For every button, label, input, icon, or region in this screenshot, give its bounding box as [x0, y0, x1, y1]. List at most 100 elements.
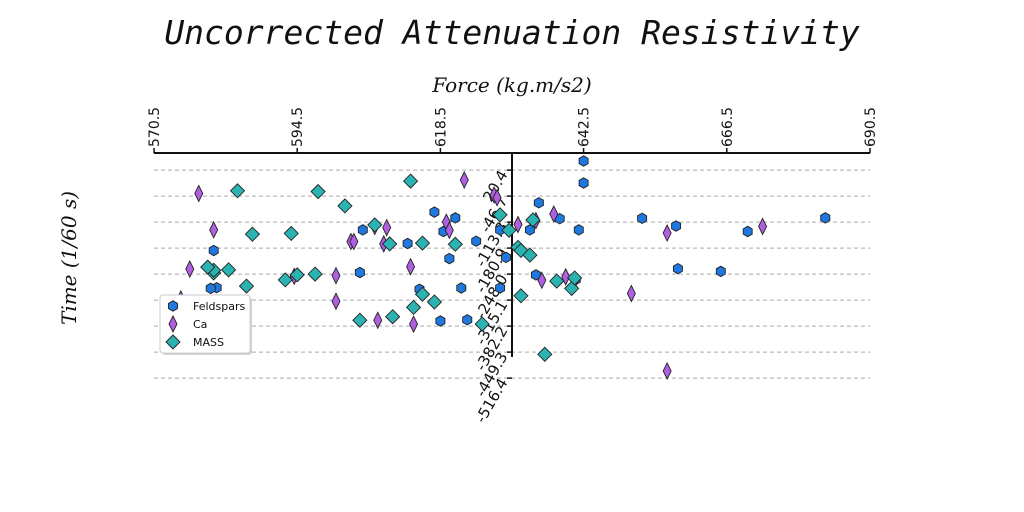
- legend-frame: [159, 294, 251, 354]
- point-1-3: [492, 188, 502, 207]
- point-0-18: [444, 252, 455, 265]
- point-0-23: [530, 269, 541, 281]
- point-1-22: [662, 224, 672, 243]
- point-2-10: [492, 207, 508, 223]
- point-2-29: [513, 288, 529, 304]
- point-0-25: [456, 282, 467, 294]
- point-0-2: [533, 197, 544, 209]
- point-0-11: [357, 224, 368, 236]
- point-0-14: [402, 237, 413, 250]
- point-2-2: [402, 173, 419, 189]
- point-1-19: [537, 271, 547, 290]
- point-2-6: [367, 217, 383, 233]
- point-0-7: [637, 212, 648, 225]
- point-1-9: [209, 220, 219, 239]
- series-2: [200, 173, 583, 362]
- point-2-4: [283, 225, 299, 242]
- legend-marker-0: [168, 300, 178, 312]
- point-1-0: [194, 184, 204, 203]
- legend-label-1: Ca: [193, 318, 207, 331]
- point-2-16: [307, 266, 323, 282]
- point-1-13: [349, 232, 359, 251]
- point-1-7: [444, 221, 454, 240]
- point-2-24: [414, 286, 431, 302]
- point-2-23: [238, 278, 255, 294]
- point-1-15: [406, 257, 416, 276]
- x-tick-labels: 570.5 594.5 618.5 642.5 666.5 690.5: [147, 107, 879, 147]
- point-1-27: [409, 315, 419, 334]
- point-2-11: [501, 222, 517, 238]
- point-0-0: [578, 155, 589, 167]
- legend-label-0: Feldspars: [193, 300, 246, 313]
- axes: [153, 148, 871, 379]
- point-2-33: [549, 273, 565, 289]
- point-2-22: [220, 262, 237, 278]
- point-1-20: [331, 266, 341, 285]
- y-axis-label: Time (1/60 s): [57, 191, 81, 325]
- x-tick-label-1: 594.5: [290, 107, 306, 147]
- point-2-0: [229, 183, 246, 199]
- point-2-17: [289, 267, 305, 283]
- point-0-6: [524, 224, 535, 236]
- point-1-11: [382, 218, 392, 237]
- point-2-27: [385, 309, 401, 325]
- point-0-4: [450, 212, 461, 224]
- legend: Feldspars Ca MASS: [159, 294, 252, 355]
- point-0-15: [501, 251, 511, 264]
- x-tick-label-4: 666.5: [720, 107, 736, 147]
- point-0-10: [573, 224, 584, 236]
- x-tick-label-3: 642.5: [577, 107, 593, 147]
- x-axis-label: Force (kg.m/s2): [431, 73, 591, 97]
- point-1-26: [373, 311, 383, 330]
- point-0-26: [495, 282, 506, 294]
- point-0-31: [462, 314, 473, 326]
- point-0-16: [208, 244, 219, 257]
- point-2-9: [525, 212, 541, 228]
- point-1-4: [549, 205, 559, 224]
- point-0-17: [672, 262, 683, 275]
- point-0-24: [354, 266, 365, 279]
- point-0-21: [820, 212, 831, 224]
- data-points: [176, 155, 831, 380]
- point-0-19: [715, 265, 726, 278]
- legend-marker-1: [168, 314, 178, 334]
- point-2-28: [352, 312, 368, 328]
- point-2-15: [522, 247, 538, 263]
- point-2-3: [337, 198, 353, 214]
- chart-title: Uncorrected Attenuation Resistivity: [164, 13, 860, 52]
- point-1-28: [662, 361, 672, 380]
- point-2-7: [382, 236, 398, 252]
- point-2-1: [310, 183, 326, 200]
- point-2-30: [537, 346, 553, 362]
- point-1-23: [758, 217, 768, 236]
- point-0-13: [471, 235, 482, 247]
- x-tick-label-5: 690.5: [863, 107, 879, 147]
- point-0-1: [578, 177, 589, 189]
- series-0: [205, 155, 831, 327]
- series-1: [176, 170, 768, 380]
- point-0-30: [435, 315, 446, 327]
- legend-marker-2: [165, 334, 181, 350]
- point-2-12: [447, 236, 463, 252]
- point-2-25: [426, 294, 443, 310]
- point-0-20: [742, 225, 753, 238]
- x-tick-label-2: 618.5: [433, 107, 449, 147]
- point-0-29: [205, 282, 216, 295]
- point-1-25: [331, 292, 341, 311]
- point-0-8: [671, 220, 682, 232]
- point-1-1: [459, 170, 469, 189]
- point-1-5: [513, 215, 523, 234]
- point-1-16: [185, 260, 195, 279]
- point-2-26: [405, 299, 422, 316]
- point-0-3: [429, 206, 440, 218]
- point-2-21: [200, 259, 216, 275]
- point-2-18: [277, 272, 293, 288]
- point-2-8: [414, 235, 431, 251]
- point-2-34: [474, 316, 490, 332]
- x-tick-label-0: 570.5: [147, 107, 163, 147]
- point-2-5: [244, 226, 261, 242]
- point-1-21: [626, 284, 636, 303]
- point-2-32: [567, 270, 583, 286]
- legend-label-2: MASS: [193, 336, 224, 349]
